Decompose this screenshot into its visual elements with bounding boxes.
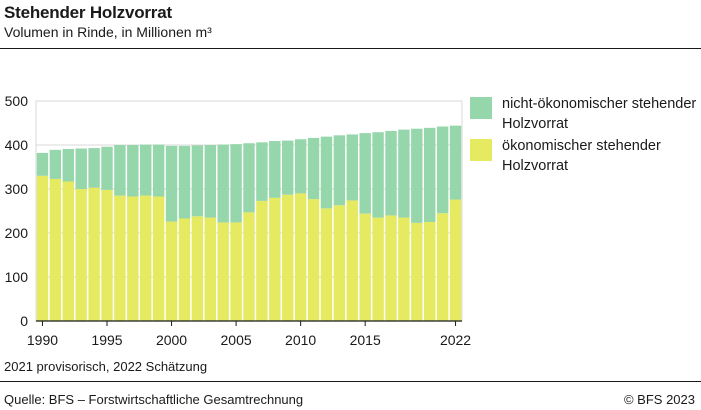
bar-economic [127,196,139,321]
bar-non-economic [62,148,74,182]
bar-economic [62,181,74,321]
bar-economic [359,213,371,321]
legend-label-economic: ökonomischer stehender Holzvorrat [502,138,661,174]
y-tick-label: 200 [5,225,29,241]
bar-economic [165,221,178,321]
y-tick-label: 0 [20,313,28,329]
x-tick-label: 1995 [91,332,122,348]
bar-non-economic [127,145,139,197]
y-tick-label: 400 [5,137,29,153]
bar-non-economic [88,148,100,188]
bar-economic [140,195,152,321]
x-tick-label: 2005 [221,332,252,348]
bar-economic [178,218,191,321]
bar-economic [88,187,100,321]
source-text: Quelle: BFS – Forstwirtschaftliche Gesam… [4,392,304,407]
bar-economic [307,199,320,321]
bar-economic [269,197,281,321]
top-divider [0,48,701,49]
bar-non-economic [282,140,294,195]
y-tick-label: 100 [5,269,29,285]
bar-non-economic [398,129,410,218]
chart-subtitle: Volumen in Rinde, in Millionen m³ [4,24,212,40]
x-tick-label: 2010 [285,332,316,348]
bar-non-economic [256,142,268,201]
bottom-divider [0,381,701,382]
bar-non-economic [294,139,307,194]
bar-economic [36,175,49,321]
bar-non-economic [191,145,204,217]
bar-economic [114,195,126,321]
bar-non-economic [178,145,191,219]
legend-item-economic: ökonomischer stehender Holzvorrat [470,136,700,176]
bar-economic [411,222,423,321]
bar-non-economic [114,145,126,196]
bar-non-economic [436,126,449,214]
y-tick-label: 500 [5,93,29,109]
bar-economic [333,205,346,321]
bar-economic [256,200,268,321]
bar-non-economic [424,127,436,222]
bar-economic [49,178,62,321]
bar-non-economic [75,148,87,189]
legend-item-non-economic: nicht-ökonomischer stehender Holzvorrat [470,94,700,134]
bar-economic [398,217,410,321]
bar-non-economic [36,152,49,176]
legend-swatch-economic [470,139,492,161]
x-tick-label: 1990 [27,332,58,348]
footnote: 2021 provisorisch, 2022 Schätzung [4,359,208,374]
bar-economic [191,216,204,321]
bar-non-economic [140,144,152,196]
bar-economic [320,208,333,321]
legend: nicht-ökonomischer stehender Holzvorrat … [470,94,700,178]
bar-non-economic [269,141,281,198]
bar-economic [243,212,255,321]
bar-chart: 0 100 200 300 400 500 1990 1995 2000 2005 2010 2015… [5,93,472,348]
bar-non-economic [307,137,320,200]
legend-label-non-economic: nicht-ökonomischer stehender Holzvorrat [502,96,697,132]
chart-title: Stehender Holzvorrat [4,3,172,22]
bar-economic [75,189,87,321]
x-tick-label: 2022 [440,332,471,348]
bar-economic [385,215,397,321]
x-tick-label: 2015 [350,332,381,348]
y-tick-label: 300 [5,181,29,197]
bar-economic [101,189,113,321]
bar-non-economic [152,144,165,197]
bar-economic [346,200,358,321]
bar-non-economic [449,125,462,200]
bar-non-economic [230,144,242,223]
bar-non-economic [411,128,423,223]
bar-economic [424,222,436,321]
bar-non-economic [217,144,229,223]
bar-non-economic [49,149,62,179]
bar-economic [294,193,307,321]
bar-economic [282,194,294,321]
bar-economic [152,196,165,321]
x-tick-label: 2000 [156,332,187,348]
bar-non-economic [346,134,358,201]
bar-economic [217,222,229,321]
legend-swatch-non-economic [470,97,492,119]
bar-economic [204,217,216,321]
bar-economic [449,199,462,321]
copyright-text: © BFS 2023 [623,392,695,407]
bar-economic [230,222,242,321]
bar-non-economic [359,133,371,214]
bar-non-economic [385,130,397,216]
bar-non-economic [165,145,178,222]
bar-non-economic [101,146,113,190]
bar-non-economic [333,135,346,206]
bar-economic [372,217,384,321]
bar-non-economic [372,132,384,218]
bar-non-economic [204,145,216,218]
bar-non-economic [243,143,255,213]
bar-non-economic [320,136,333,209]
bar-economic [436,213,449,321]
